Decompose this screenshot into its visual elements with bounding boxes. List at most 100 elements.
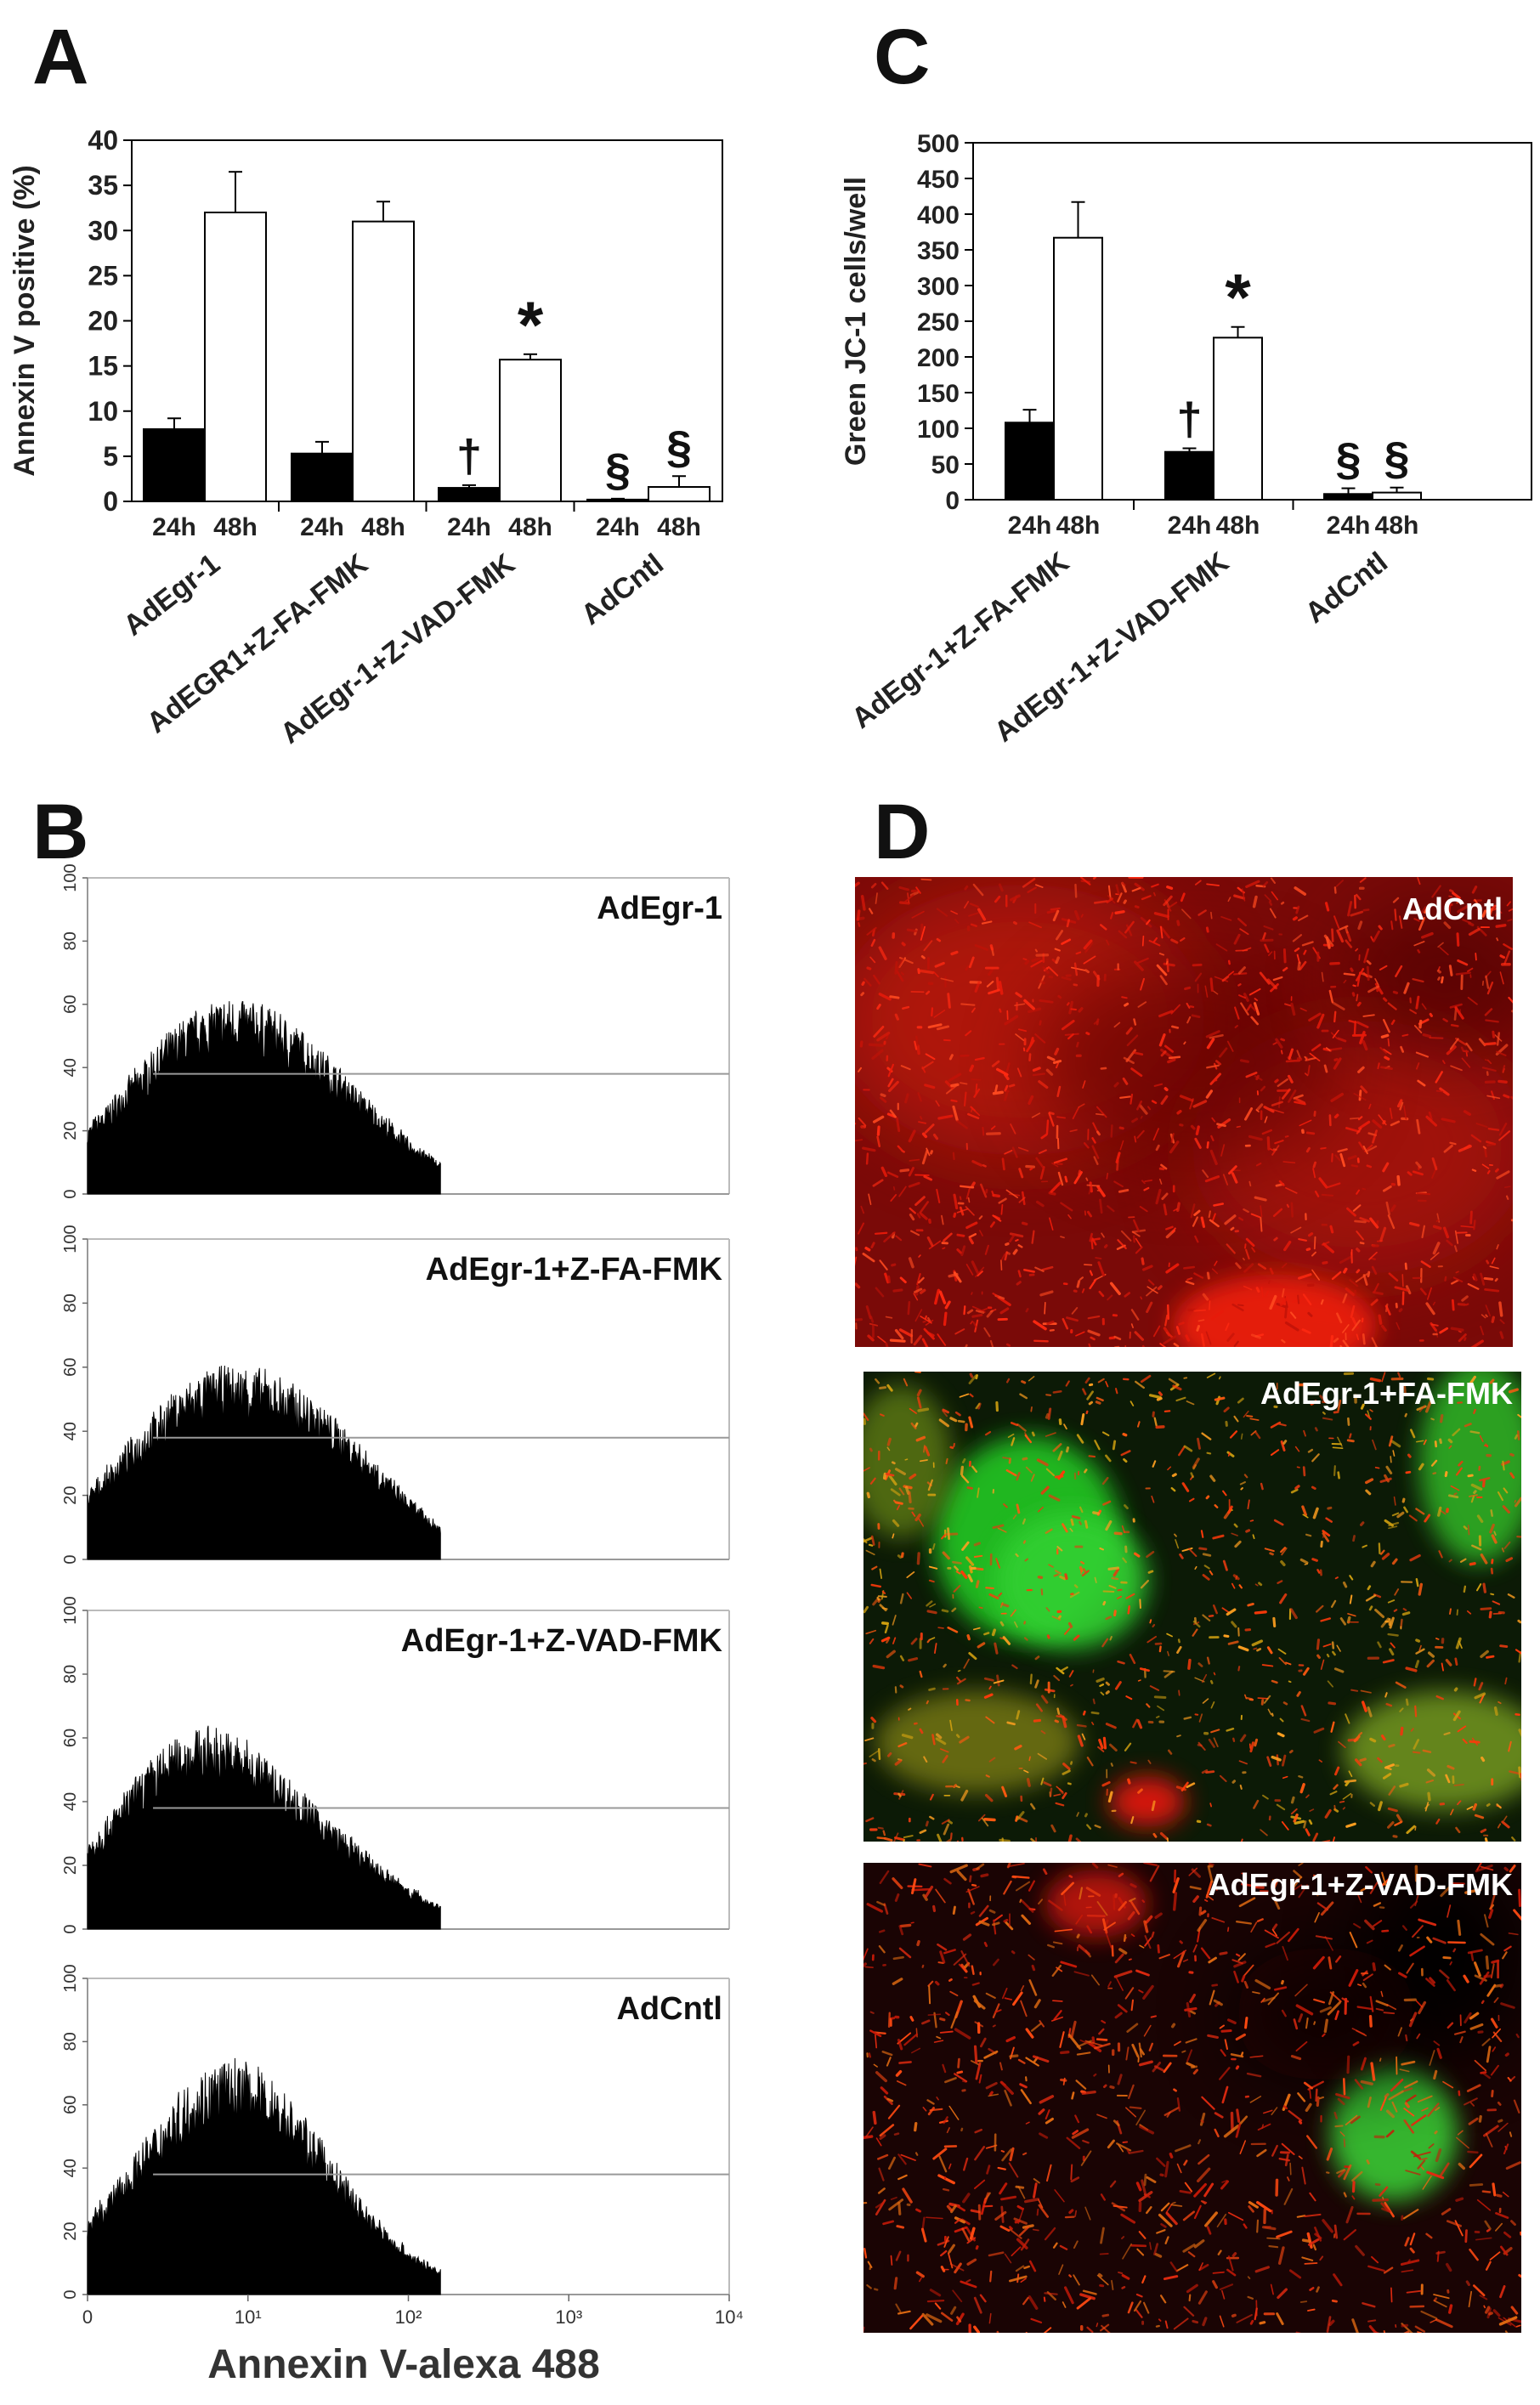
mitochondria-speck: [1382, 1659, 1395, 1664]
mitochondria-speck: [1314, 1191, 1320, 1197]
mitochondria-speck: [1443, 1144, 1453, 1153]
mitochondria-speck: [1068, 2209, 1074, 2215]
mitochondria-speck: [1028, 2260, 1037, 2272]
mitochondria-speck: [1284, 1135, 1289, 1138]
mitochondria-speck: [1427, 1791, 1431, 1802]
mitochondria-speck: [1118, 2271, 1124, 2274]
mitochondria-speck: [1324, 1808, 1332, 1819]
mitochondria-speck: [1296, 1050, 1301, 1060]
mitochondria-speck: [1164, 2236, 1169, 2244]
mitochondria-speck: [937, 1333, 947, 1346]
mitochondria-speck: [1345, 1713, 1350, 1724]
mitochondria-speck: [1281, 1287, 1285, 1298]
mitochondria-speck: [1118, 1126, 1124, 1130]
bar: [499, 359, 562, 502]
mitochondria-speck: [1243, 2223, 1248, 2229]
mitochondria-speck: [1357, 920, 1363, 931]
mitochondria-speck: [1270, 1148, 1276, 1152]
mitochondria-speck: [1280, 1547, 1287, 1553]
mitochondria-speck: [1282, 1161, 1296, 1164]
mitochondria-speck: [882, 2220, 895, 2226]
mitochondria-speck: [999, 2225, 1011, 2232]
mitochondria-speck: [1140, 1374, 1152, 1384]
mitochondria-speck: [994, 1084, 999, 1093]
mitochondria-speck: [1424, 1514, 1431, 1523]
mitochondria-speck: [1070, 2020, 1077, 2038]
mitochondria-speck: [1261, 2226, 1277, 2231]
mitochondria-speck: [1334, 2010, 1339, 2021]
mitochondria-speck: [971, 1313, 983, 1318]
mitochondria-speck: [1192, 1216, 1198, 1227]
mitochondria-speck: [1379, 2186, 1389, 2197]
mitochondria-speck: [1211, 1117, 1216, 1123]
mitochondria-speck: [1095, 1257, 1102, 1259]
y-tick-label: 350: [917, 237, 960, 265]
mitochondria-speck: [887, 2156, 896, 2170]
mitochondria-speck: [934, 1980, 940, 1986]
mitochondria-speck: [1338, 1740, 1346, 1749]
mitochondria-speck: [1481, 909, 1487, 918]
mitochondria-speck: [1249, 2319, 1254, 2325]
mitochondria-speck: [1395, 1681, 1407, 1689]
mitochondria-speck: [1033, 1320, 1047, 1331]
mitochondria-speck: [892, 1955, 904, 1961]
mitochondria-speck: [1050, 1824, 1056, 1833]
mitochondria-speck: [1276, 2230, 1293, 2238]
mitochondria-speck: [951, 1607, 957, 1613]
mitochondria-speck: [1105, 1930, 1113, 1949]
mitochondria-speck: [989, 1221, 995, 1228]
bar-time-label: 48h: [1375, 512, 1419, 540]
mitochondria-speck: [1101, 1232, 1105, 1238]
mitochondria-speck: [1282, 966, 1288, 972]
mitochondria-speck: [1309, 2089, 1311, 2099]
mitochondria-speck: [1028, 1053, 1032, 1061]
mitochondria-speck: [1441, 2208, 1452, 2215]
mitochondria-speck: [1235, 2123, 1242, 2138]
mitochondria-speck: [1137, 1001, 1147, 1008]
mitochondria-speck: [870, 1535, 875, 1546]
mitochondria-speck: [864, 1737, 875, 1741]
mitochondria-speck: [1352, 1535, 1356, 1542]
mitochondria-speck: [952, 1105, 959, 1122]
mitochondria-speck: [1197, 1319, 1205, 1322]
mitochondria-speck: [1099, 2252, 1109, 2255]
mitochondria-speck: [1380, 2202, 1391, 2213]
mitochondria-speck: [974, 2128, 982, 2134]
mitochondria-speck: [892, 1533, 895, 1539]
mitochondria-speck: [1107, 1566, 1119, 1571]
mitochondria-speck: [1305, 1248, 1311, 1252]
mitochondria-speck: [1338, 2169, 1346, 2178]
mitochondria-speck: [1333, 1338, 1339, 1343]
mitochondria-speck: [1146, 1286, 1158, 1297]
mitochondria-speck: [1381, 1929, 1390, 1932]
mitochondria-speck: [1469, 2183, 1484, 2187]
mitochondria-speck: [1474, 1814, 1485, 1819]
mitochondria-speck: [1446, 1978, 1456, 1992]
mitochondria-speck: [1418, 1019, 1423, 1029]
mitochondria-speck: [929, 1815, 935, 1820]
mitochondria-speck: [1435, 1219, 1440, 1222]
mitochondria-speck: [1474, 1692, 1486, 1700]
mitochondria-speck: [1080, 1413, 1085, 1426]
mitochondria-speck: [988, 988, 1001, 995]
mitochondria-speck: [1323, 1064, 1328, 1073]
mitochondria-speck: [1206, 1064, 1220, 1069]
mitochondria-speck: [1485, 1955, 1490, 1970]
mitochondria-speck: [1152, 1325, 1161, 1338]
mitochondria-speck: [1248, 1135, 1263, 1141]
mitochondria-speck: [988, 2093, 999, 2097]
mitochondria-speck: [1374, 1608, 1385, 1619]
mitochondria-speck: [1362, 1333, 1366, 1345]
mitochondria-speck: [1336, 929, 1345, 943]
mitochondria-speck: [899, 1684, 904, 1689]
mitochondria-speck: [1110, 1124, 1113, 1138]
mitochondria-speck: [855, 1318, 863, 1321]
mitochondria-speck: [1028, 1880, 1036, 1892]
mitochondria-speck: [948, 1072, 962, 1083]
mitochondria-speck: [868, 2052, 872, 2058]
mitochondria-speck: [1158, 953, 1165, 956]
mitochondria-speck: [1262, 932, 1266, 941]
mitochondria-speck: [1368, 1251, 1378, 1260]
mitochondria-speck: [876, 1031, 891, 1042]
mitochondria-speck: [1415, 1161, 1422, 1169]
